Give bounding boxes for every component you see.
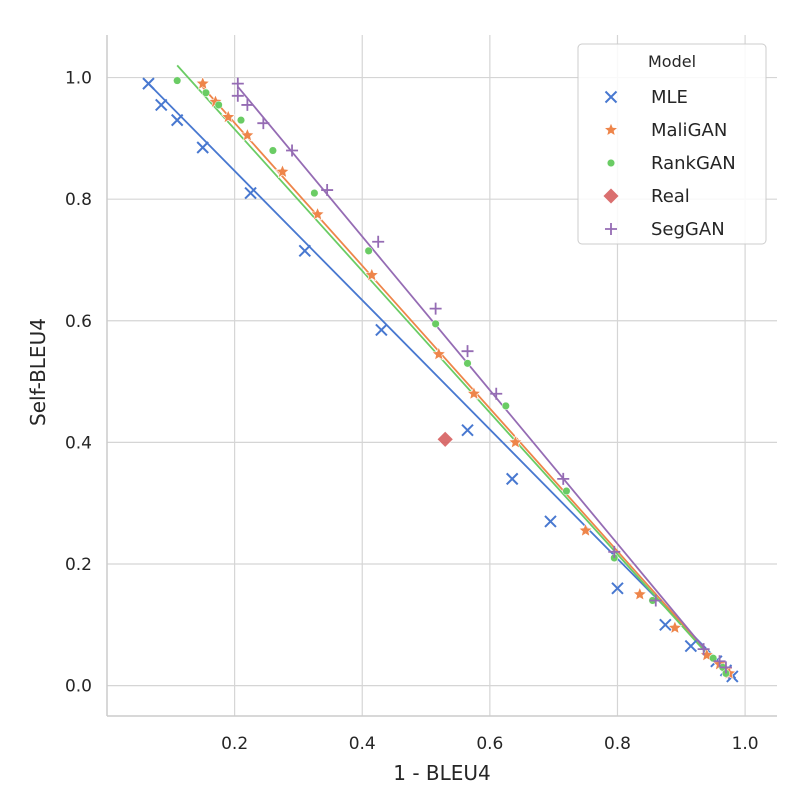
point-rankgan bbox=[310, 189, 319, 198]
legend-marker-maligan bbox=[603, 122, 619, 137]
y-tick-label: 0.6 bbox=[65, 312, 92, 332]
point-maligan bbox=[220, 109, 236, 124]
point-seggan bbox=[372, 235, 385, 248]
point-rankgan bbox=[431, 319, 440, 328]
point-maligan bbox=[275, 164, 290, 179]
legend-marker-mle bbox=[604, 90, 618, 104]
fit-line-rankgan bbox=[176, 64, 730, 679]
point-seggan bbox=[231, 89, 244, 102]
point-seggan bbox=[321, 184, 334, 197]
point-maligan bbox=[632, 586, 648, 601]
point-maligan bbox=[466, 385, 482, 401]
y-axis-label: Self-BLEU4 bbox=[26, 318, 50, 426]
point-mle bbox=[611, 582, 624, 595]
y-tick-label: 0.2 bbox=[65, 555, 92, 575]
point-seggan bbox=[557, 472, 570, 485]
point-mle bbox=[298, 244, 312, 258]
point-seggan bbox=[231, 77, 244, 90]
point-rankgan bbox=[463, 359, 472, 368]
point-rankgan bbox=[268, 146, 277, 155]
point-seggan bbox=[490, 387, 503, 400]
legend-marker-real bbox=[602, 187, 620, 205]
legend-marker-rankgan bbox=[606, 158, 616, 168]
point-mle bbox=[505, 472, 519, 486]
point-mle bbox=[659, 618, 672, 632]
legend-title: Model bbox=[648, 52, 696, 71]
legend-label-mle: MLE bbox=[651, 87, 688, 108]
y-tick-labels: 0.0 0.2 0.4 0.6 0.8 1.0 bbox=[65, 69, 92, 697]
point-maligan bbox=[431, 346, 447, 361]
point-rankgan bbox=[201, 88, 210, 97]
point-seggan bbox=[608, 545, 621, 558]
x-tick-label: 1.0 bbox=[732, 734, 759, 754]
point-mle bbox=[544, 515, 557, 528]
point-mle bbox=[244, 186, 257, 200]
point-mle bbox=[375, 323, 388, 337]
point-rankgan bbox=[562, 486, 571, 496]
x-tick-label: 0.8 bbox=[604, 734, 631, 754]
point-mle bbox=[461, 424, 474, 437]
x-tick-label: 0.4 bbox=[349, 734, 376, 754]
y-tick-label: 0.0 bbox=[65, 677, 92, 697]
x-axis-label: 1 - BLEU4 bbox=[393, 761, 491, 785]
point-maligan bbox=[667, 620, 683, 635]
point-seggan bbox=[241, 98, 254, 111]
y-tick-label: 1.0 bbox=[65, 69, 92, 89]
x-tick-labels: 0.2 0.4 0.6 0.8 1.0 bbox=[221, 734, 759, 754]
legend-label-maligan: MaliGAN bbox=[651, 120, 727, 141]
fit-line-mle bbox=[147, 83, 737, 679]
point-rankgan bbox=[364, 246, 373, 255]
legend-items: MLE MaliGAN RankGAN Real SegGAN bbox=[602, 87, 736, 240]
point-seggan bbox=[461, 345, 474, 358]
point-mle bbox=[196, 141, 209, 154]
axis-spines bbox=[106, 35, 777, 717]
x-tick-label: 0.6 bbox=[476, 734, 503, 754]
point-mle bbox=[684, 639, 698, 653]
legend-frame bbox=[577, 43, 767, 245]
point-rankgan bbox=[709, 654, 718, 663]
point-mle bbox=[170, 113, 184, 127]
point-rankgan bbox=[501, 401, 510, 410]
point-seggan bbox=[713, 655, 726, 668]
point-seggan bbox=[429, 302, 442, 315]
point-seggan bbox=[286, 144, 299, 157]
y-tick-label: 0.4 bbox=[65, 433, 92, 453]
point-maligan bbox=[310, 206, 325, 221]
data-points bbox=[142, 75, 739, 683]
point-seggan bbox=[719, 661, 732, 674]
legend: Model MLE MaliGAN RankGAN Real SegGAN bbox=[577, 43, 767, 245]
point-seggan bbox=[649, 594, 662, 607]
point-rankgan bbox=[236, 116, 246, 125]
fit-line-maligan bbox=[198, 83, 732, 679]
legend-label-seggan: SegGAN bbox=[651, 219, 725, 240]
fit-line-seggan bbox=[237, 86, 730, 679]
point-maligan bbox=[364, 267, 380, 282]
point-seggan bbox=[697, 643, 710, 656]
legend-label-real: Real bbox=[651, 186, 690, 207]
y-tick-label: 0.8 bbox=[65, 190, 92, 210]
point-mle bbox=[155, 98, 168, 112]
point-maligan bbox=[239, 127, 255, 142]
point-rankgan bbox=[214, 100, 223, 109]
legend-label-rankgan: RankGAN bbox=[651, 153, 736, 174]
point-maligan bbox=[507, 434, 523, 449]
point-mle bbox=[142, 77, 155, 90]
legend-marker-seggan bbox=[605, 223, 617, 235]
point-seggan bbox=[257, 117, 270, 130]
fit-lines bbox=[147, 64, 737, 679]
point-maligan bbox=[578, 522, 593, 537]
point-rankgan bbox=[173, 76, 182, 85]
point-maligan bbox=[195, 75, 211, 90]
point-real bbox=[436, 430, 454, 448]
x-tick-label: 0.2 bbox=[221, 734, 248, 754]
